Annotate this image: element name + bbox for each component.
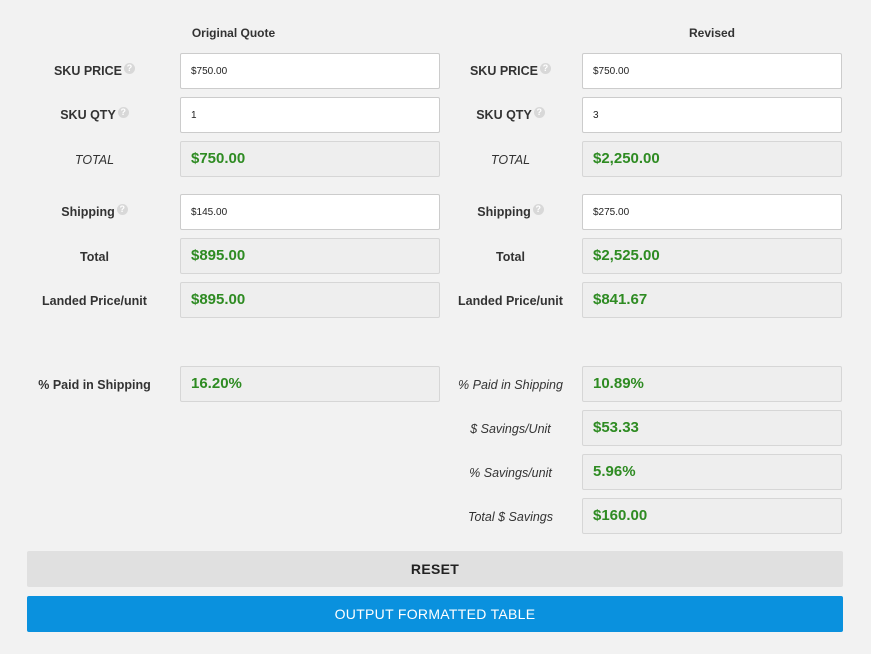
original-landed-value: $895.00: [180, 282, 440, 318]
revised-grand-total-label: Total: [496, 250, 525, 264]
original-shipping-label: Shipping?: [27, 194, 162, 230]
revised-sku-qty-input[interactable]: [582, 97, 842, 133]
revised-shipping-input[interactable]: [582, 194, 842, 230]
output-formatted-table-button[interactable]: OUTPUT FORMATTED TABLE: [27, 596, 843, 632]
revised-sku-qty-label: SKU QTY?: [443, 97, 578, 133]
help-icon[interactable]: ?: [532, 204, 544, 215]
original-sku-qty-label: SKU QTY?: [27, 97, 162, 133]
help-icon[interactable]: ?: [117, 107, 129, 118]
original-sku-qty-input[interactable]: [180, 97, 440, 133]
reset-button[interactable]: RESET: [27, 551, 843, 587]
shipping-text: Shipping: [477, 205, 531, 219]
original-pct-shipping-label: % Paid in Shipping: [38, 378, 151, 392]
revised-sku-price-label: SKU PRICE?: [443, 53, 578, 89]
revised-pct-shipping-value: 10.89%: [582, 366, 842, 402]
revised-title: Revised: [688, 26, 736, 40]
original-total-label: TOTAL: [74, 153, 115, 167]
revised-landed-label: Landed Price/unit: [458, 294, 563, 308]
revised-pct-shipping-label: % Paid in Shipping: [458, 378, 563, 392]
revised-savings-unit-label: $ Savings/Unit: [470, 422, 551, 436]
revised-total-label: TOTAL: [490, 153, 531, 167]
help-icon[interactable]: ?: [116, 204, 128, 215]
help-icon[interactable]: ?: [533, 107, 545, 118]
revised-sku-price-input[interactable]: [582, 53, 842, 89]
revised-grand-total-value: $2,525.00: [582, 238, 842, 274]
revised-total-value: $2,250.00: [582, 141, 842, 177]
revised-landed-value: $841.67: [582, 282, 842, 318]
original-quote-title: Original Quote: [191, 26, 276, 40]
sku-qty-text: SKU QTY: [60, 108, 116, 122]
revised-shipping-label: Shipping?: [443, 194, 578, 230]
revised-pct-savings-value: 5.96%: [582, 454, 842, 490]
help-icon[interactable]: ?: [540, 63, 552, 74]
original-grand-total-value: $895.00: [180, 238, 440, 274]
original-sku-price-label: SKU PRICE?: [27, 53, 162, 89]
original-sku-price-input[interactable]: [180, 53, 440, 89]
original-pct-shipping-value: 16.20%: [180, 366, 440, 402]
revised-total-savings-value: $160.00: [582, 498, 842, 534]
original-grand-total-label: Total: [80, 250, 109, 264]
help-icon[interactable]: ?: [124, 63, 136, 74]
revised-pct-savings-label: % Savings/unit: [469, 466, 552, 480]
original-landed-label: Landed Price/unit: [42, 294, 147, 308]
revised-savings-unit-value: $53.33: [582, 410, 842, 446]
shipping-text: Shipping: [61, 205, 115, 219]
original-shipping-input[interactable]: [180, 194, 440, 230]
sku-price-text: SKU PRICE: [469, 64, 539, 78]
revised-total-savings-label: Total $ Savings: [467, 510, 553, 524]
sku-price-text: SKU PRICE: [53, 64, 123, 78]
original-total-value: $750.00: [180, 141, 440, 177]
sku-qty-text: SKU QTY: [476, 108, 532, 122]
